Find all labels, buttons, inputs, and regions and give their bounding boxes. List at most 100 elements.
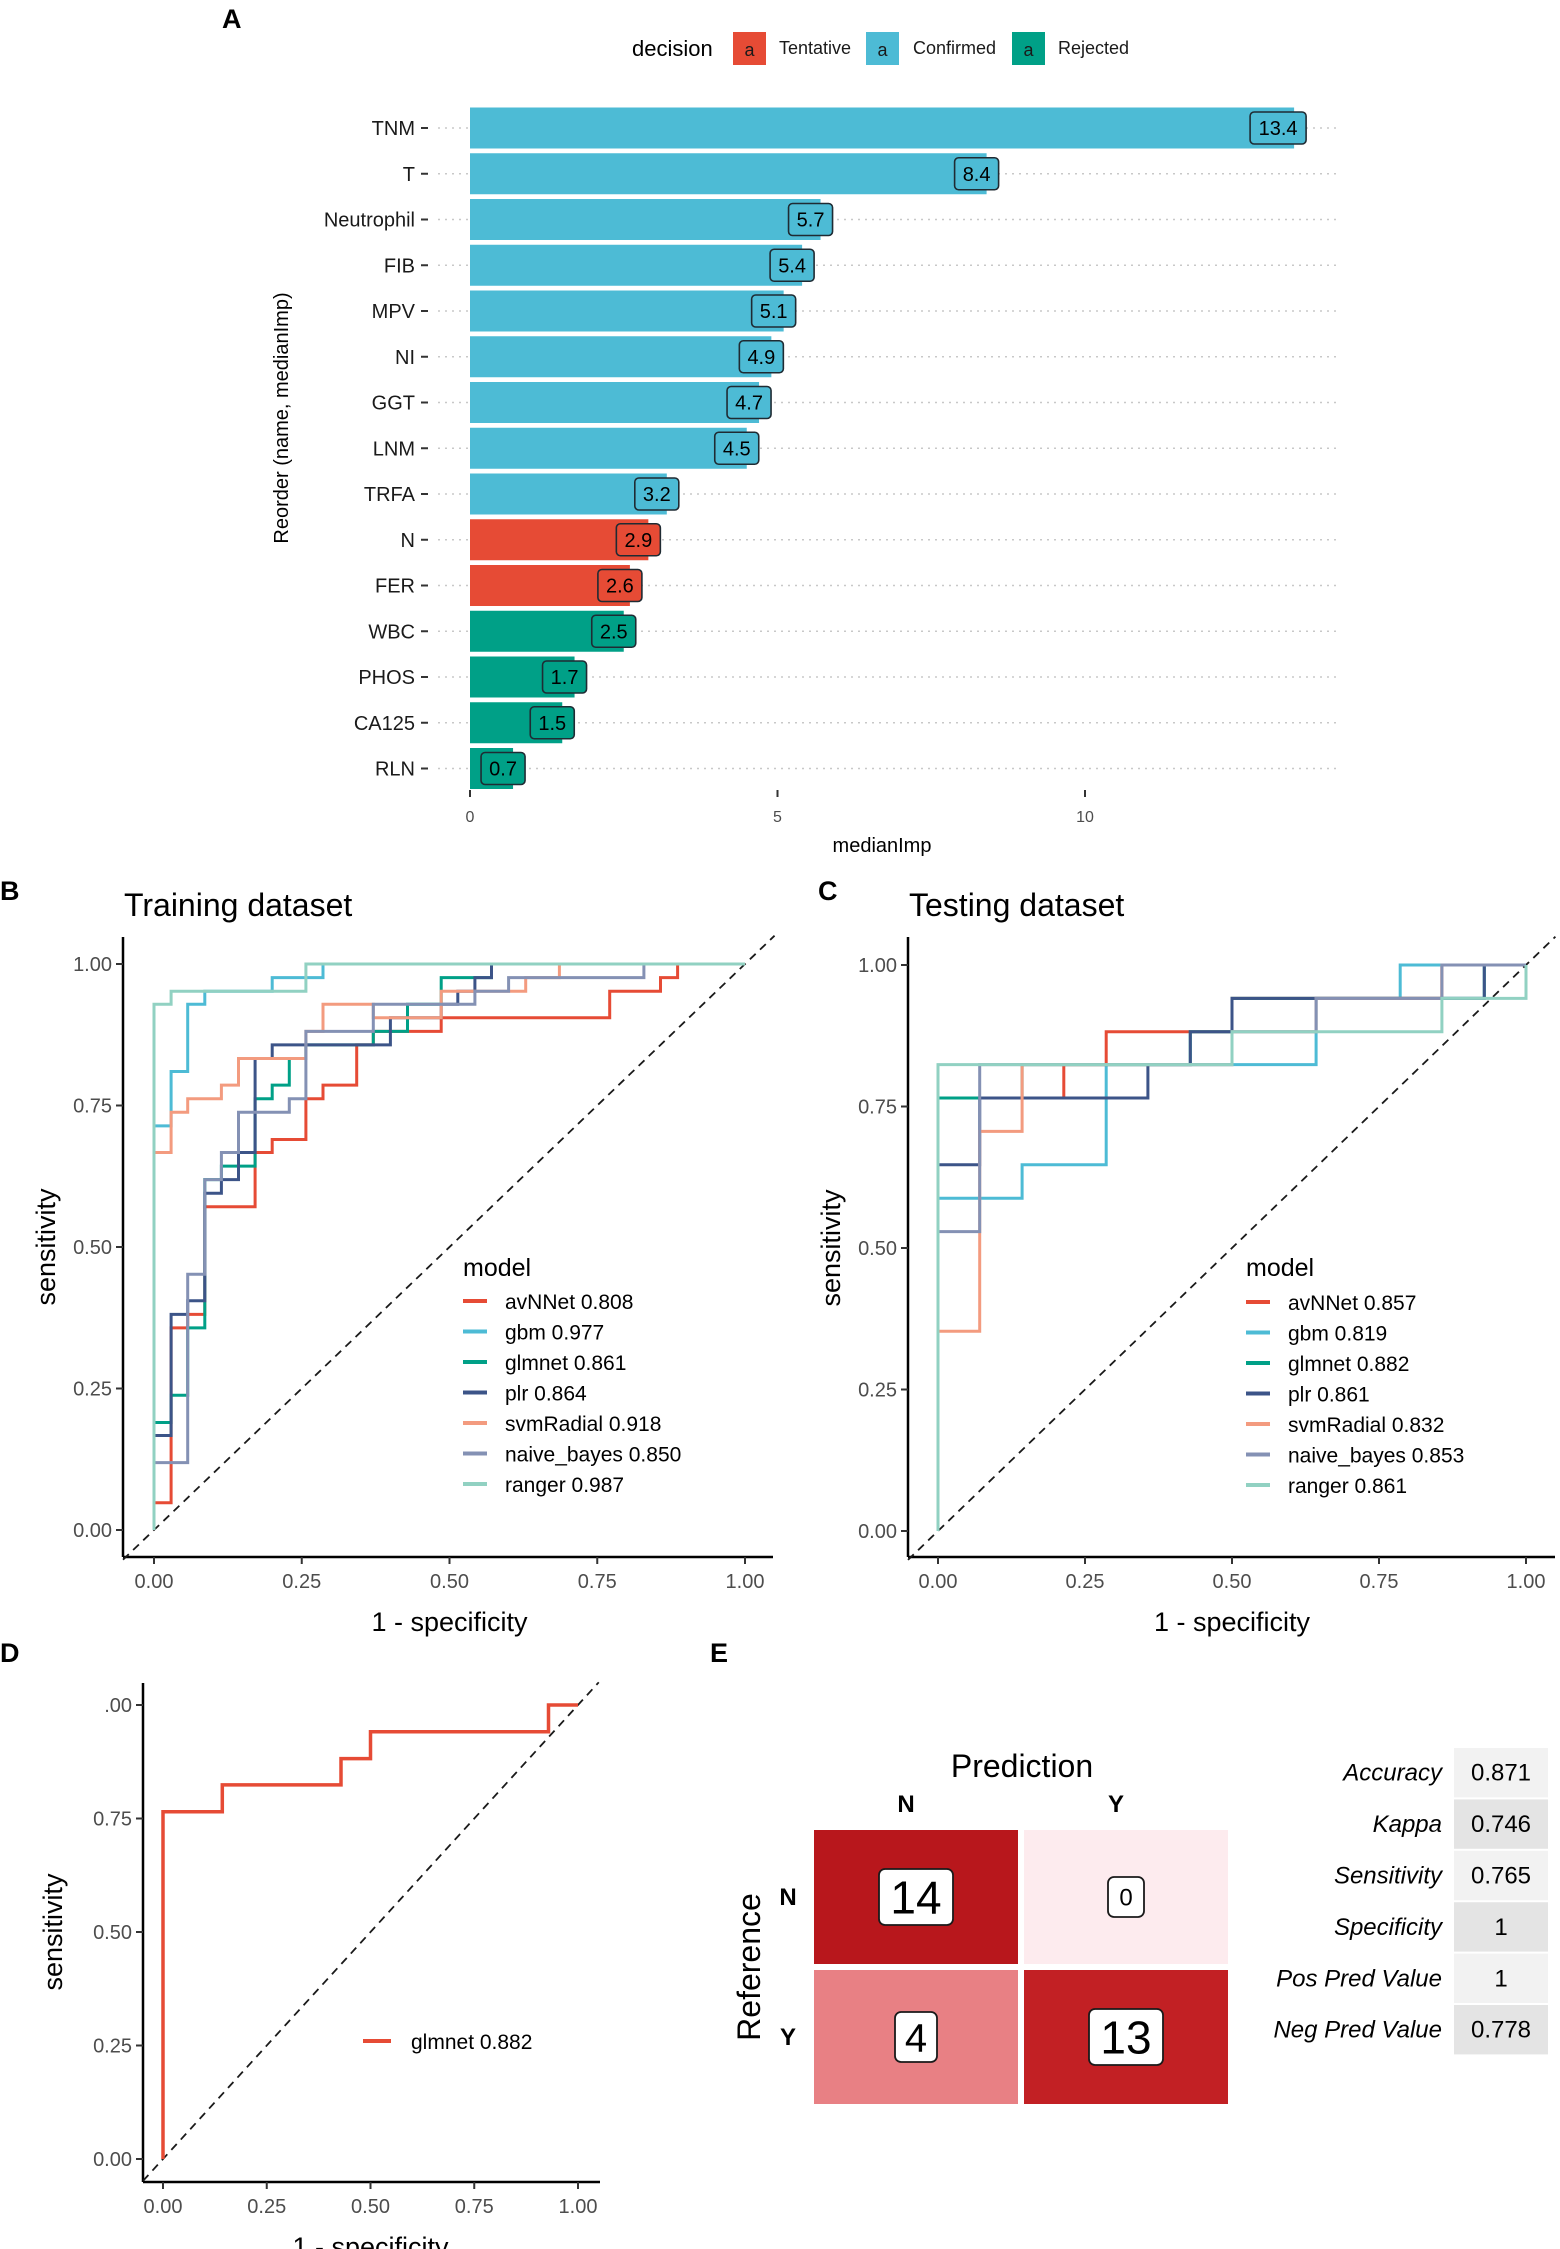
bar-ni xyxy=(470,336,772,378)
bar-value-label: 3.2 xyxy=(643,484,671,506)
stats-value: 0.778 xyxy=(1471,2017,1531,2044)
roc-curve-ranger xyxy=(936,965,1528,1531)
stats-value-cell xyxy=(1454,1850,1548,1901)
y-tick-label: FER xyxy=(375,576,415,598)
y-axis-title: sensitivity xyxy=(38,1873,68,1991)
y-tick-label: PHOS xyxy=(358,667,415,689)
legend-title: decision xyxy=(632,36,713,61)
panel-title: Training dataset xyxy=(124,887,352,923)
y-tick-label: 0.25 xyxy=(93,2036,132,2058)
bar-ggt xyxy=(470,382,760,423)
bar-value-label: 13.4 xyxy=(1259,118,1298,140)
bar-value-label: 2.9 xyxy=(624,530,652,552)
legend-key-confirmed xyxy=(866,32,899,65)
x-category-label: Y xyxy=(1108,1791,1124,1818)
x-axis-title: 1 - specificity xyxy=(292,2232,449,2249)
y-tick-label: CA125 xyxy=(354,713,415,735)
legend-label-glmnet: glmnet 0.861 xyxy=(505,1352,626,1375)
matrix-value: 14 xyxy=(890,1872,941,1924)
bar-value-box xyxy=(738,339,785,374)
bar-t xyxy=(470,153,987,195)
stats-label-specificity: Specificity xyxy=(1334,1914,1444,1941)
x-category-label: N xyxy=(897,1791,914,1818)
bar-value-box xyxy=(590,614,637,649)
y-category-label: Y xyxy=(780,2024,796,2051)
bar-value-box xyxy=(713,431,760,466)
legend-label-avnnet: avNNet 0.857 xyxy=(1288,1292,1416,1315)
x-tick-label: 0.00 xyxy=(135,1571,174,1593)
legend-label-naive-bayes: naive_bayes 0.853 xyxy=(1288,1445,1464,1468)
stats-label-accuracy: Accuracy xyxy=(1341,1760,1444,1787)
legend-title: model xyxy=(463,1254,531,1282)
x-axis-title-prediction: Prediction xyxy=(951,1748,1093,1784)
y-tick-label: 0.25 xyxy=(73,1379,112,1401)
x-tick-label: 5 xyxy=(773,809,782,826)
y-tick-label: TNM xyxy=(372,118,415,140)
x-tick-label: 0.00 xyxy=(144,2196,183,2218)
y-tick-label: 0.00 xyxy=(858,1521,897,1543)
x-tick-label: 10 xyxy=(1076,809,1094,826)
x-tick-label: 0.25 xyxy=(247,2196,286,2218)
legend-label-ranger: ranger 0.861 xyxy=(1288,1475,1407,1498)
diagonal-reference-line xyxy=(122,935,776,1561)
x-tick-label: 1.00 xyxy=(559,2196,598,2218)
y-tick-label: 0.00 xyxy=(73,1520,112,1542)
y-tick-label: 0.50 xyxy=(858,1238,897,1260)
x-tick-label: 0.75 xyxy=(578,1571,617,1593)
legend-label-avnnet: avNNet 0.808 xyxy=(505,1291,633,1314)
legend-label-confirmed: Confirmed xyxy=(913,38,996,58)
roc-curve-glmnet xyxy=(161,1703,578,2159)
y-tick-label: 0.50 xyxy=(73,1237,112,1259)
panel-label-e: E xyxy=(710,1638,728,1668)
bar-tnm xyxy=(470,107,1295,149)
y-tick-label: RLN xyxy=(375,759,415,781)
panel-e-confusion-matrix: Prediction N Y N Y Reference 14 0 4 13 Accuracy 0.8… xyxy=(731,1748,1548,2104)
bar-value-label: 1.5 xyxy=(538,713,566,735)
matrix-value-box xyxy=(1088,2008,1164,2066)
legend-key-tentative xyxy=(733,32,766,65)
bar-value-label: 4.5 xyxy=(723,438,751,460)
roc-curve-naive-bayes xyxy=(152,962,745,1530)
panel-title: Testing dataset xyxy=(909,887,1124,923)
stats-label-neg-pred-value: Neg Pred Value xyxy=(1273,2017,1442,2044)
legend-label-svmradial: svmRadial 0.918 xyxy=(505,1413,661,1436)
y-axis-title: Reorder (name, medianImp) xyxy=(271,292,293,543)
stats-value: 0.765 xyxy=(1471,1863,1531,1890)
y-tick-label: MPV xyxy=(372,301,416,323)
legend-label-naive-bayes: naive_bayes 0.850 xyxy=(505,1444,681,1467)
stats-value-cell xyxy=(1454,1953,1548,2003)
y-tick-label: 0.00 xyxy=(93,2149,132,2171)
stats-value: 0.746 xyxy=(1471,1811,1531,1838)
bar-value-label: 0.7 xyxy=(489,759,517,781)
y-category-label: N xyxy=(779,1884,796,1911)
y-tick-label: N xyxy=(401,530,415,552)
stats-label-pos-pred-value: Pos Pred Value xyxy=(1276,1965,1442,1992)
bar-value-box xyxy=(615,522,662,557)
legend-key-glyph: a xyxy=(877,40,888,60)
y-tick-label: TRFA xyxy=(364,484,416,506)
y-tick-label: Neutrophil xyxy=(324,210,415,232)
bar-value-label: 5.1 xyxy=(760,301,788,323)
legend-label-plr: plr 0.861 xyxy=(1288,1384,1370,1407)
y-tick-label: 1.00 xyxy=(858,955,897,977)
bar-value-box xyxy=(787,202,834,237)
legend-label-gbm: gbm 0.977 xyxy=(505,1322,604,1345)
legend-key-rejected xyxy=(1012,32,1045,65)
stats-value: 0.871 xyxy=(1471,1760,1531,1787)
stats-value-cell xyxy=(1454,2005,1548,2055)
panel-label-b: B xyxy=(0,876,20,906)
panel-a-importance-chart: decision a Tentative a Confirmed a RejectedTNM… xyxy=(271,32,1336,857)
y-tick-label: .00 xyxy=(104,1695,132,1717)
y-tick-label: WBC xyxy=(368,621,415,643)
x-tick-label: 0.25 xyxy=(282,1571,321,1593)
stats-label-sensitivity: Sensitivity xyxy=(1334,1863,1444,1890)
y-tick-label: NI xyxy=(395,347,415,369)
bar-value-label: 2.5 xyxy=(600,621,628,643)
panel-label-d: D xyxy=(0,1638,20,1668)
x-tick-label: 0.50 xyxy=(1213,1571,1252,1593)
bar-value-box xyxy=(633,477,680,511)
bar-fib xyxy=(470,244,803,286)
y-tick-label: 0.25 xyxy=(858,1380,897,1402)
bar-value-box xyxy=(597,568,643,603)
